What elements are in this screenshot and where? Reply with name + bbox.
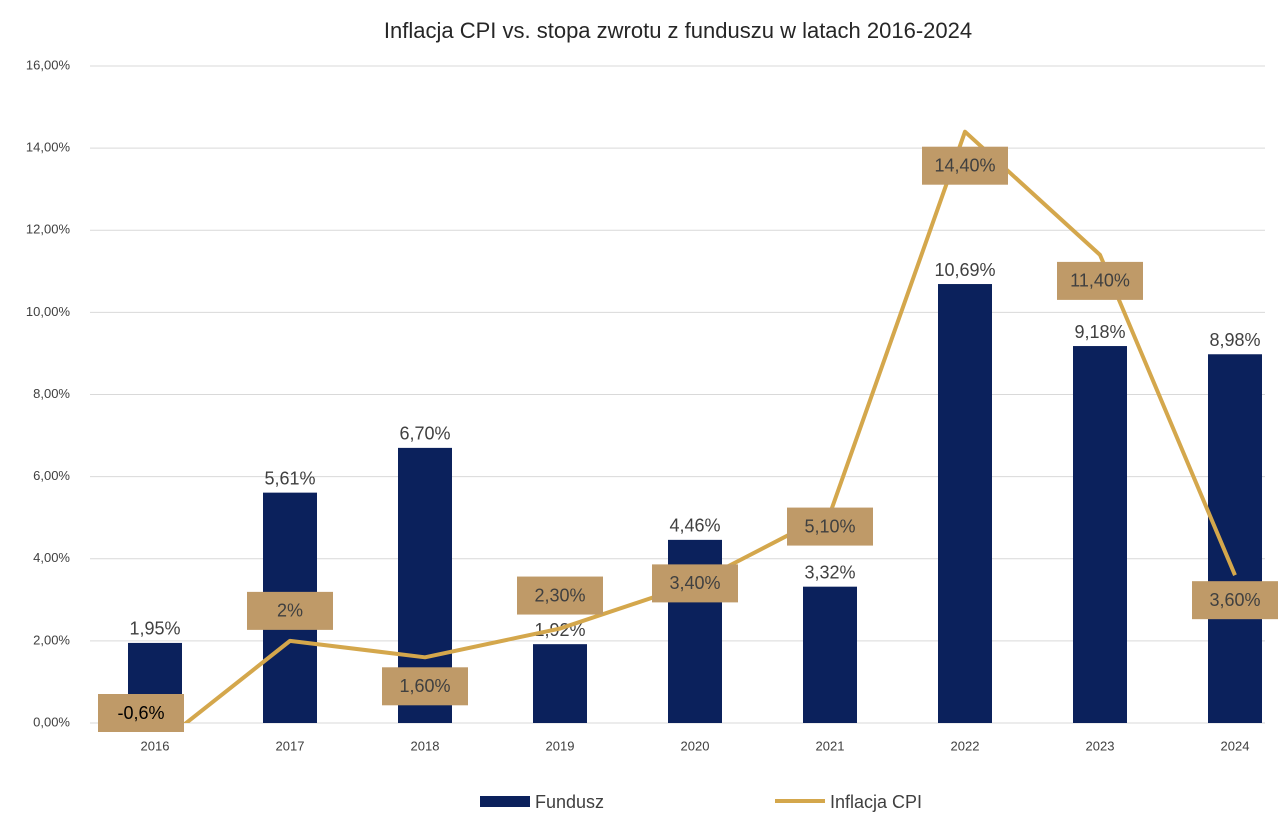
bar-value-label: 4,46% [669, 516, 720, 536]
y-tick-label: 0,00% [33, 714, 70, 729]
line-label-box [247, 591, 333, 630]
line-value-label: 5,10% [804, 516, 855, 536]
legend-label: Fundusz [535, 792, 604, 812]
line-label-box [1057, 261, 1143, 300]
line-value-label: 2% [277, 601, 303, 621]
bar [1073, 346, 1127, 723]
x-tick-label: 2020 [681, 738, 710, 753]
line-label-box [922, 146, 1008, 185]
line-value-label: -0,6% [117, 703, 164, 723]
x-tick-label: 2018 [411, 738, 440, 753]
bar-value-label: 6,70% [399, 424, 450, 444]
x-tick-label: 2023 [1086, 738, 1115, 753]
bar [1208, 354, 1262, 723]
line-label-box [1192, 581, 1278, 620]
legend-swatch [480, 796, 530, 807]
line-value-label: 3,40% [669, 573, 720, 593]
y-tick-label: 12,00% [26, 222, 71, 237]
line-value-label: 1,60% [399, 676, 450, 696]
bar-value-label: 1,95% [129, 619, 180, 639]
bar-value-label: 5,61% [264, 468, 315, 488]
bar [533, 644, 587, 723]
x-tick-label: 2016 [141, 738, 170, 753]
bar [938, 284, 992, 723]
y-tick-label: 16,00% [26, 57, 71, 72]
line-value-label: 2,30% [534, 585, 585, 605]
x-tick-label: 2021 [816, 738, 845, 753]
bar [803, 586, 857, 723]
bar-value-label: 10,69% [934, 260, 995, 280]
x-tick-label: 2024 [1221, 738, 1250, 753]
y-tick-label: 14,00% [26, 140, 71, 155]
line-label-box [382, 667, 468, 706]
line-value-label: 3,60% [1209, 590, 1260, 610]
line-label-box [652, 564, 738, 603]
line-label-box [787, 507, 873, 546]
line-label-box [517, 576, 603, 615]
chart-title: Inflacja CPI vs. stopa zwrotu z funduszu… [384, 18, 972, 43]
line-value-label: 11,40% [1070, 271, 1130, 291]
x-tick-label: 2019 [546, 738, 575, 753]
line-label-box [98, 694, 184, 732]
bar-value-label: 8,98% [1209, 330, 1260, 350]
y-tick-label: 2,00% [33, 632, 70, 647]
y-tick-label: 4,00% [33, 550, 70, 565]
bar-value-label: 3,32% [804, 562, 855, 582]
y-tick-label: 8,00% [33, 386, 70, 401]
y-tick-label: 10,00% [26, 304, 71, 319]
legend-label: Inflacja CPI [830, 792, 922, 812]
bar-value-label: 9,18% [1074, 322, 1125, 342]
x-tick-label: 2017 [276, 738, 305, 753]
y-tick-label: 6,00% [33, 468, 70, 483]
x-tick-label: 2022 [951, 738, 980, 753]
line-value-label: 14,40% [934, 155, 995, 175]
